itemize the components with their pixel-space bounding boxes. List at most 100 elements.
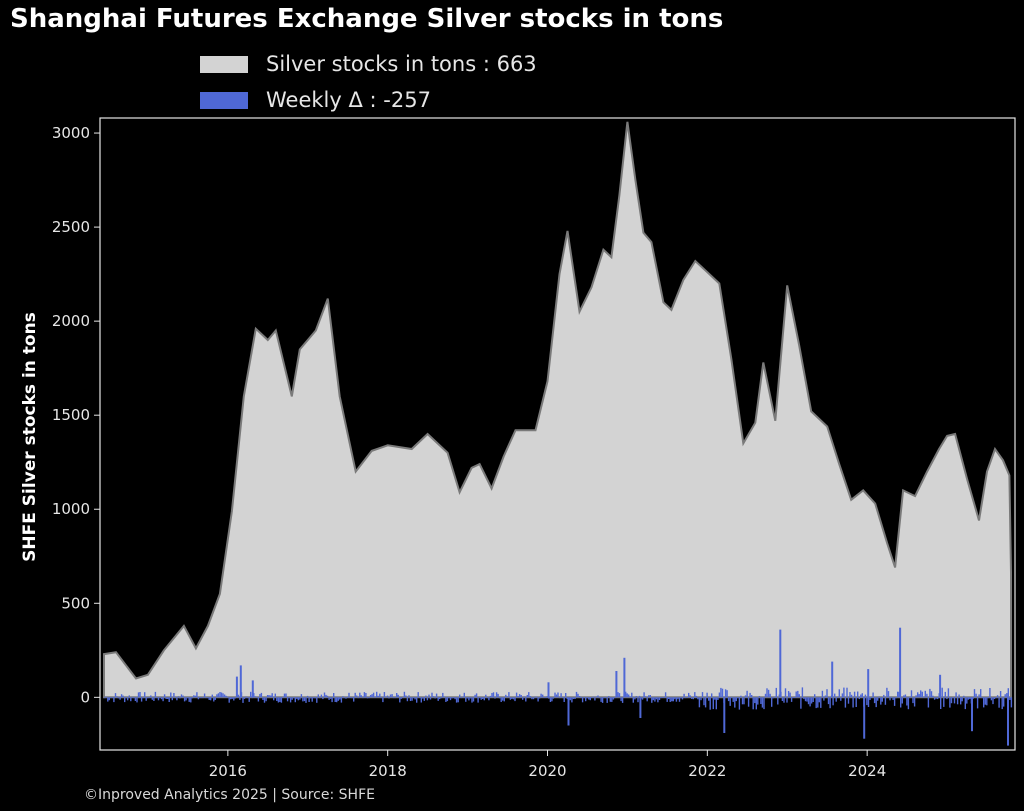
weekly-delta-bar — [471, 697, 473, 703]
weekly-delta-bar — [993, 697, 996, 699]
weekly-delta-bar — [156, 697, 158, 699]
weekly-delta-bar — [214, 697, 216, 700]
weekly-delta-bar — [827, 697, 830, 705]
weekly-delta-bar — [455, 697, 458, 703]
weekly-delta-spike — [547, 682, 550, 698]
weekly-delta-bar — [686, 697, 688, 698]
weekly-delta-bar — [654, 697, 656, 702]
weekly-delta-bar — [781, 697, 784, 701]
weekly-delta-bar — [767, 689, 770, 698]
weekly-delta-bar — [631, 692, 633, 698]
weekly-delta-bar — [949, 697, 951, 708]
weekly-delta-bar — [382, 697, 384, 703]
weekly-delta-bar — [594, 697, 596, 701]
weekly-delta-bar — [721, 688, 724, 698]
weekly-delta-bar — [649, 695, 651, 698]
weekly-delta-bar — [145, 697, 147, 701]
weekly-delta-bar — [578, 696, 581, 698]
weekly-delta-bar — [815, 697, 817, 709]
weekly-delta-bar — [160, 697, 163, 700]
weekly-delta-bar — [583, 697, 585, 699]
weekly-delta-bar — [200, 697, 203, 699]
weekly-delta-bar — [306, 695, 309, 698]
weekly-delta-bar — [1010, 697, 1013, 708]
weekly-delta-bar — [142, 697, 144, 699]
weekly-delta-bar — [342, 696, 344, 698]
weekly-delta-bar — [171, 697, 173, 701]
weekly-delta-bar — [334, 697, 336, 702]
weekly-delta-bar — [509, 697, 512, 700]
weekly-delta-bar — [552, 697, 555, 699]
weekly-delta-bar — [923, 697, 925, 698]
weekly-delta-bar — [396, 693, 398, 698]
weekly-delta-bar — [276, 697, 278, 701]
weekly-delta-bar — [219, 692, 221, 698]
weekly-delta-bar — [534, 696, 536, 698]
weekly-delta-bar — [953, 697, 956, 704]
weekly-delta-bar — [635, 696, 638, 698]
weekly-delta-spike — [567, 697, 570, 726]
weekly-delta-bar — [771, 697, 773, 707]
weekly-delta-bar — [485, 694, 487, 698]
weekly-delta-bar — [374, 696, 376, 698]
weekly-delta-bar — [966, 697, 968, 704]
weekly-delta-bar — [237, 694, 240, 698]
weekly-delta-bar — [807, 697, 810, 705]
weekly-delta-bar — [643, 692, 645, 698]
weekly-delta-bar — [197, 697, 200, 700]
weekly-delta-bar — [105, 696, 107, 698]
weekly-delta-bar — [960, 697, 962, 705]
legend-label-weekly-delta: Weekly Δ : -257 — [266, 88, 431, 112]
legend-label-silver-stocks: Silver stocks in tons : 663 — [266, 52, 537, 76]
weekly-delta-bar — [608, 696, 610, 698]
weekly-delta-bar — [257, 697, 260, 702]
weekly-delta-bar — [886, 687, 888, 698]
weekly-delta-bar — [297, 697, 299, 701]
weekly-delta-bar — [872, 692, 874, 698]
weekly-delta-bar — [777, 697, 779, 705]
weekly-delta-bar — [826, 689, 828, 698]
weekly-delta-bar — [758, 696, 761, 698]
weekly-delta-bar — [339, 697, 341, 700]
weekly-delta-bar — [652, 697, 654, 701]
weekly-delta-bar — [170, 692, 172, 698]
weekly-delta-bar — [136, 697, 138, 703]
weekly-delta-bar — [795, 691, 797, 698]
weekly-delta-bar — [738, 697, 741, 710]
weekly-delta-bar — [595, 696, 598, 698]
weekly-delta-bar — [394, 697, 396, 699]
weekly-delta-bar — [812, 697, 814, 702]
weekly-delta-bar — [912, 697, 914, 704]
weekly-delta-bar — [915, 695, 917, 698]
weekly-delta-bar — [107, 697, 109, 702]
weekly-delta-bar — [969, 697, 971, 699]
weekly-delta-bar — [482, 697, 484, 699]
weekly-delta-bar — [222, 693, 224, 698]
weekly-delta-bar — [998, 697, 1000, 708]
weekly-delta-bar — [992, 697, 994, 705]
weekly-delta-bar — [895, 697, 897, 699]
axes-group: 0 500 1000 1500 2000 2500 3000 2016 2018 2020 2022… — [52, 117, 1016, 780]
weekly-delta-bar — [412, 697, 415, 698]
weekly-delta-bar — [669, 697, 671, 702]
weekly-delta-bar — [586, 697, 588, 699]
weekly-delta-bar — [442, 692, 444, 698]
weekly-delta-bar — [1003, 697, 1005, 707]
weekly-delta-bar — [975, 693, 977, 698]
weekly-delta-bar — [377, 695, 379, 698]
weekly-delta-bar — [239, 697, 241, 700]
weekly-delta-bar — [233, 697, 235, 701]
weekly-delta-bar — [666, 697, 668, 702]
weekly-delta-bar — [122, 695, 124, 698]
weekly-delta-bar — [847, 697, 850, 704]
weekly-delta-bar — [479, 696, 481, 698]
weekly-delta-bar — [305, 697, 307, 703]
weekly-delta-bar — [262, 697, 264, 700]
weekly-delta-bar — [700, 697, 702, 701]
weekly-delta-bar — [460, 697, 462, 699]
weekly-delta-bar — [435, 693, 438, 698]
weekly-delta-bar — [263, 697, 266, 703]
weekly-delta-bar — [900, 697, 902, 708]
weekly-delta-bar — [329, 697, 332, 699]
x-tick-label: 2022 — [688, 762, 726, 780]
